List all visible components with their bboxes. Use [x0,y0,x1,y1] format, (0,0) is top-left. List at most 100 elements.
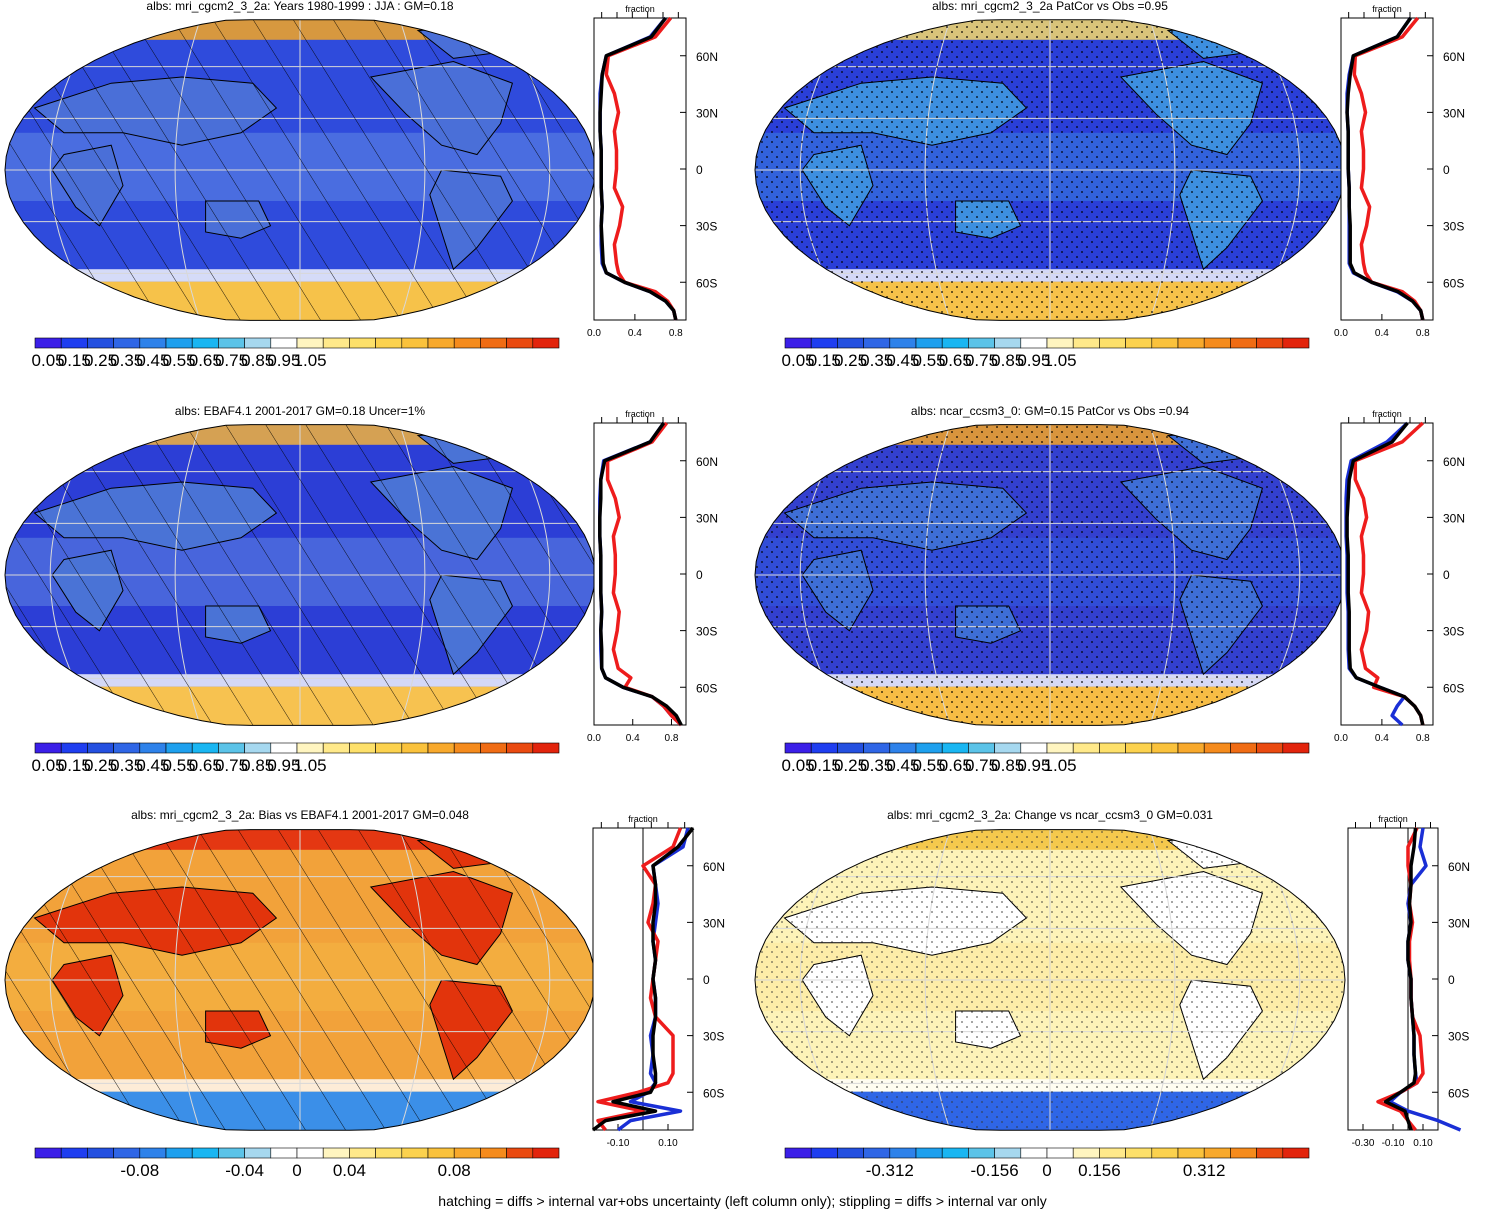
colorbar-tick-label: 0.65 [189,351,222,370]
profile-ytick-label: 60N [696,50,718,64]
colorbar-swatch [941,337,969,349]
colorbar-swatch [1230,337,1257,349]
colorbar-swatch [296,337,324,349]
colorbar-swatch [889,742,917,754]
profile-xtick-label: 0.8 [665,733,679,744]
colorbar-swatch [244,1147,272,1159]
colorbar-swatch [863,742,891,754]
colorbar-swatch [165,742,193,754]
colorbar-swatch [532,1147,560,1159]
colorbar-swatch [1099,1147,1126,1159]
colorbar-swatch [1072,337,1100,349]
zonal-profile-3: fraction 0.0 0.4 0.8 60N 30N 0 30S 60S [587,409,718,744]
map-border [4,424,596,726]
colorbar-tick-label: 0.95 [267,756,300,775]
profile-frame [1347,827,1439,1131]
profile-ytick-label: 0 [696,568,703,582]
colorbar-swatch [784,1147,812,1159]
colorbar-swatch [218,337,245,349]
profile-ytick-label: 0 [1443,568,1450,582]
profile-ytick-label: 30N [703,916,725,930]
profile-ytick-label: 30N [1443,106,1465,120]
colorbar-swatch [837,1147,864,1159]
colorbar-3: 0.050.150.250.350.450.550.650.750.850.95… [32,742,560,775]
colorbar-swatch [1203,337,1231,349]
colorbar-swatch [244,742,272,754]
profile-xlabel: fraction [1378,814,1408,824]
colorbar-swatch [270,337,298,349]
colorbar-swatch [322,337,350,349]
colorbar-swatch [1177,742,1205,754]
colorbar-tick-label: 0.75 [215,351,248,370]
colorbar-swatch [34,742,62,754]
profile-xlabel: fraction [625,409,655,419]
colorbar-tick-label: 0.04 [333,1161,366,1180]
profile-series-line [1383,827,1418,1131]
colorbar-swatch [532,742,560,754]
colorbar-swatch [1230,1147,1257,1159]
colorbar-swatch [994,742,1022,754]
colorbar-swatch [401,337,429,349]
colorbar-tick-label: 0.25 [84,756,117,775]
colorbar-swatch [863,337,891,349]
zonal-profile-1: fraction 0.0 0.4 0.8 60N 30N 0 30S 60S [587,4,718,339]
colorbar-swatch [915,1147,943,1159]
profile-xtick-label: 0.0 [587,328,601,339]
colorbar-swatch [401,1147,429,1159]
colorbar-swatch [1099,742,1126,754]
colorbar-tick-label: 0.45 [886,351,919,370]
profile-ytick-label: 30S [1443,625,1464,639]
colorbar-tick-label: 1.05 [1044,756,1077,775]
colorbar-tick-label: -0.312 [866,1161,914,1180]
colorbar-swatch [270,742,298,754]
colorbar-swatch [915,742,943,754]
profile-xtick-label: 0.4 [628,328,642,339]
colorbar-tick-label: 0.65 [939,351,972,370]
colorbar-tick-label: 0.55 [913,756,946,775]
colorbar-tick-label: 0.45 [136,351,169,370]
figure-footer-note: hatching = diffs > internal var+obs unce… [438,1193,1047,1209]
colorbar-tick-label: 0.95 [1017,756,1050,775]
colorbar-swatch [296,742,324,754]
colorbar-tick-label: 0.35 [860,756,893,775]
profile-xtick-label: 0.4 [1375,733,1389,744]
colorbar-swatch [994,1147,1022,1159]
colorbar-swatch [375,337,403,349]
zonal-profile-4: fraction 0.0 0.4 0.8 60N 30N 0 30S 60S [1334,409,1465,744]
colorbar-swatch [427,1147,455,1159]
zonal-profile-6: fraction -0.30 -0.10 0.10 60N 30N 0 30S 60S [1347,814,1470,1149]
profile-series-line [1345,16,1425,321]
colorbar-tick-label: 0.45 [886,756,919,775]
profile-ytick-label: 60S [1443,681,1464,695]
colorbar-tick-label: 0.45 [136,756,169,775]
profile-ytick-label: 30S [1448,1030,1469,1044]
panel-title-4: albs: ncar_ccsm3_0: GM=0.15 PatCor vs Ob… [910,404,1190,418]
colorbar-tick-label: 0.75 [965,756,998,775]
profile-ytick-label: 30S [696,220,717,234]
colorbar-swatch [1020,742,1048,754]
colorbar-swatch [87,742,114,754]
colorbar-swatch [837,742,864,754]
map-border [4,829,596,1131]
hatching-overlay [5,19,595,321]
colorbar-swatch [1230,742,1257,754]
colorbar-swatch [453,1147,481,1159]
colorbar-swatch [87,1147,114,1159]
colorbar-swatch [532,337,560,349]
colorbar-swatch [1177,337,1205,349]
profile-xtick-label: 0.4 [1375,328,1389,339]
colorbar-tick-label: 0.25 [834,756,867,775]
profile-ytick-label: 60N [703,860,725,874]
profile-ytick-label: 60N [1443,455,1465,469]
colorbar-swatch [1099,337,1126,349]
colorbar-tick-label: 0.85 [241,756,274,775]
profile-xtick-label: -0.10 [1382,1138,1405,1149]
profile-ytick-label: 60S [1448,1086,1469,1100]
profile-xtick-label: -0.30 [1352,1138,1375,1149]
colorbar-swatch [1020,337,1048,349]
colorbar-tick-label: 0 [1042,1161,1051,1180]
profile-xlabel: fraction [1372,409,1402,419]
colorbar-swatch [139,337,167,349]
colorbar-tick-label: 0.156 [1078,1161,1121,1180]
profile-ytick-label: 30N [1443,511,1465,525]
